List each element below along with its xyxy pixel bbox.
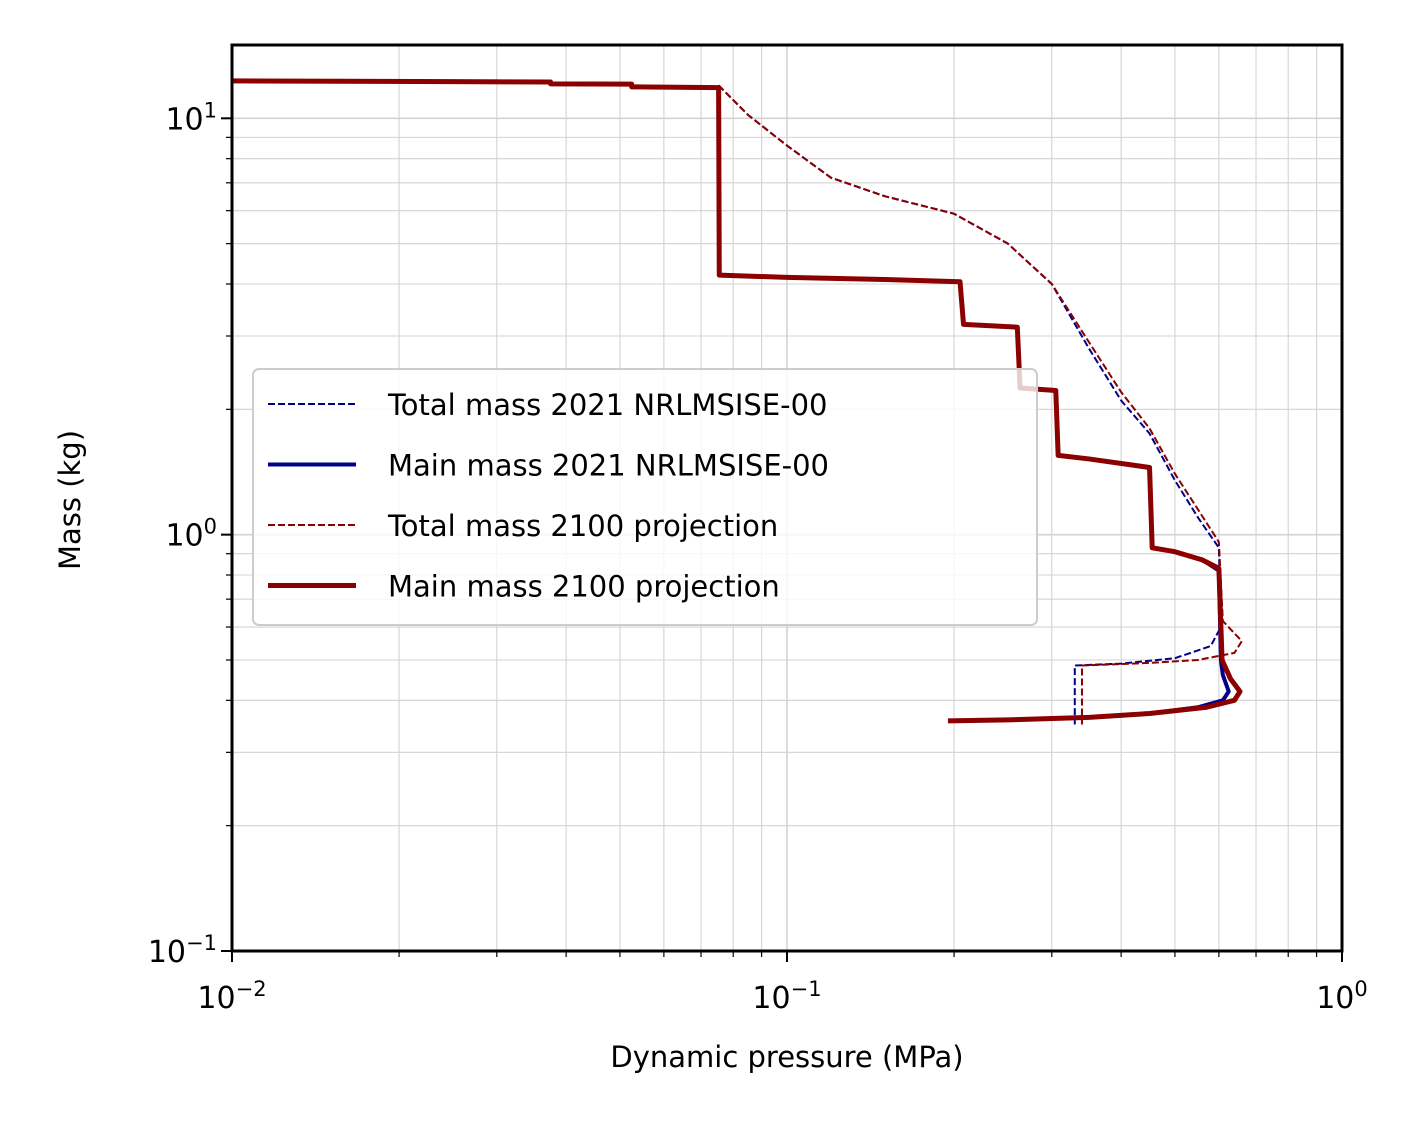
- ticks: 10−2 10−1 100 10−1 100 101: [148, 98, 1368, 1016]
- y-tick-label: 101: [165, 98, 217, 137]
- legend-box: [252, 368, 1038, 626]
- x-tick-label: 10−1: [752, 977, 821, 1016]
- legend-label: Total mass 2100 projection: [387, 509, 778, 543]
- x-tick-label: 10−2: [197, 977, 266, 1016]
- y-tick-label: 10−1: [148, 931, 217, 970]
- x-axis-label: Dynamic pressure (MPa): [610, 1040, 963, 1074]
- y-axis-label: Mass (kg): [53, 430, 87, 570]
- plot-area: [231, 78, 1243, 725]
- legend-label: Main mass 2021 NRLMSISE-00: [388, 449, 829, 483]
- series-line-2: [717, 84, 1243, 725]
- x-tick-label: 100: [1316, 977, 1368, 1016]
- legend: Total mass 2021 NRLMSISE-00 Main mass 202…: [252, 368, 1038, 626]
- legend-label: Total mass 2021 NRLMSISE-00: [387, 388, 828, 422]
- legend-label: Main mass 2100 projection: [388, 570, 780, 604]
- y-tick-label: 100: [165, 515, 217, 554]
- series-line-3: [231, 78, 1243, 724]
